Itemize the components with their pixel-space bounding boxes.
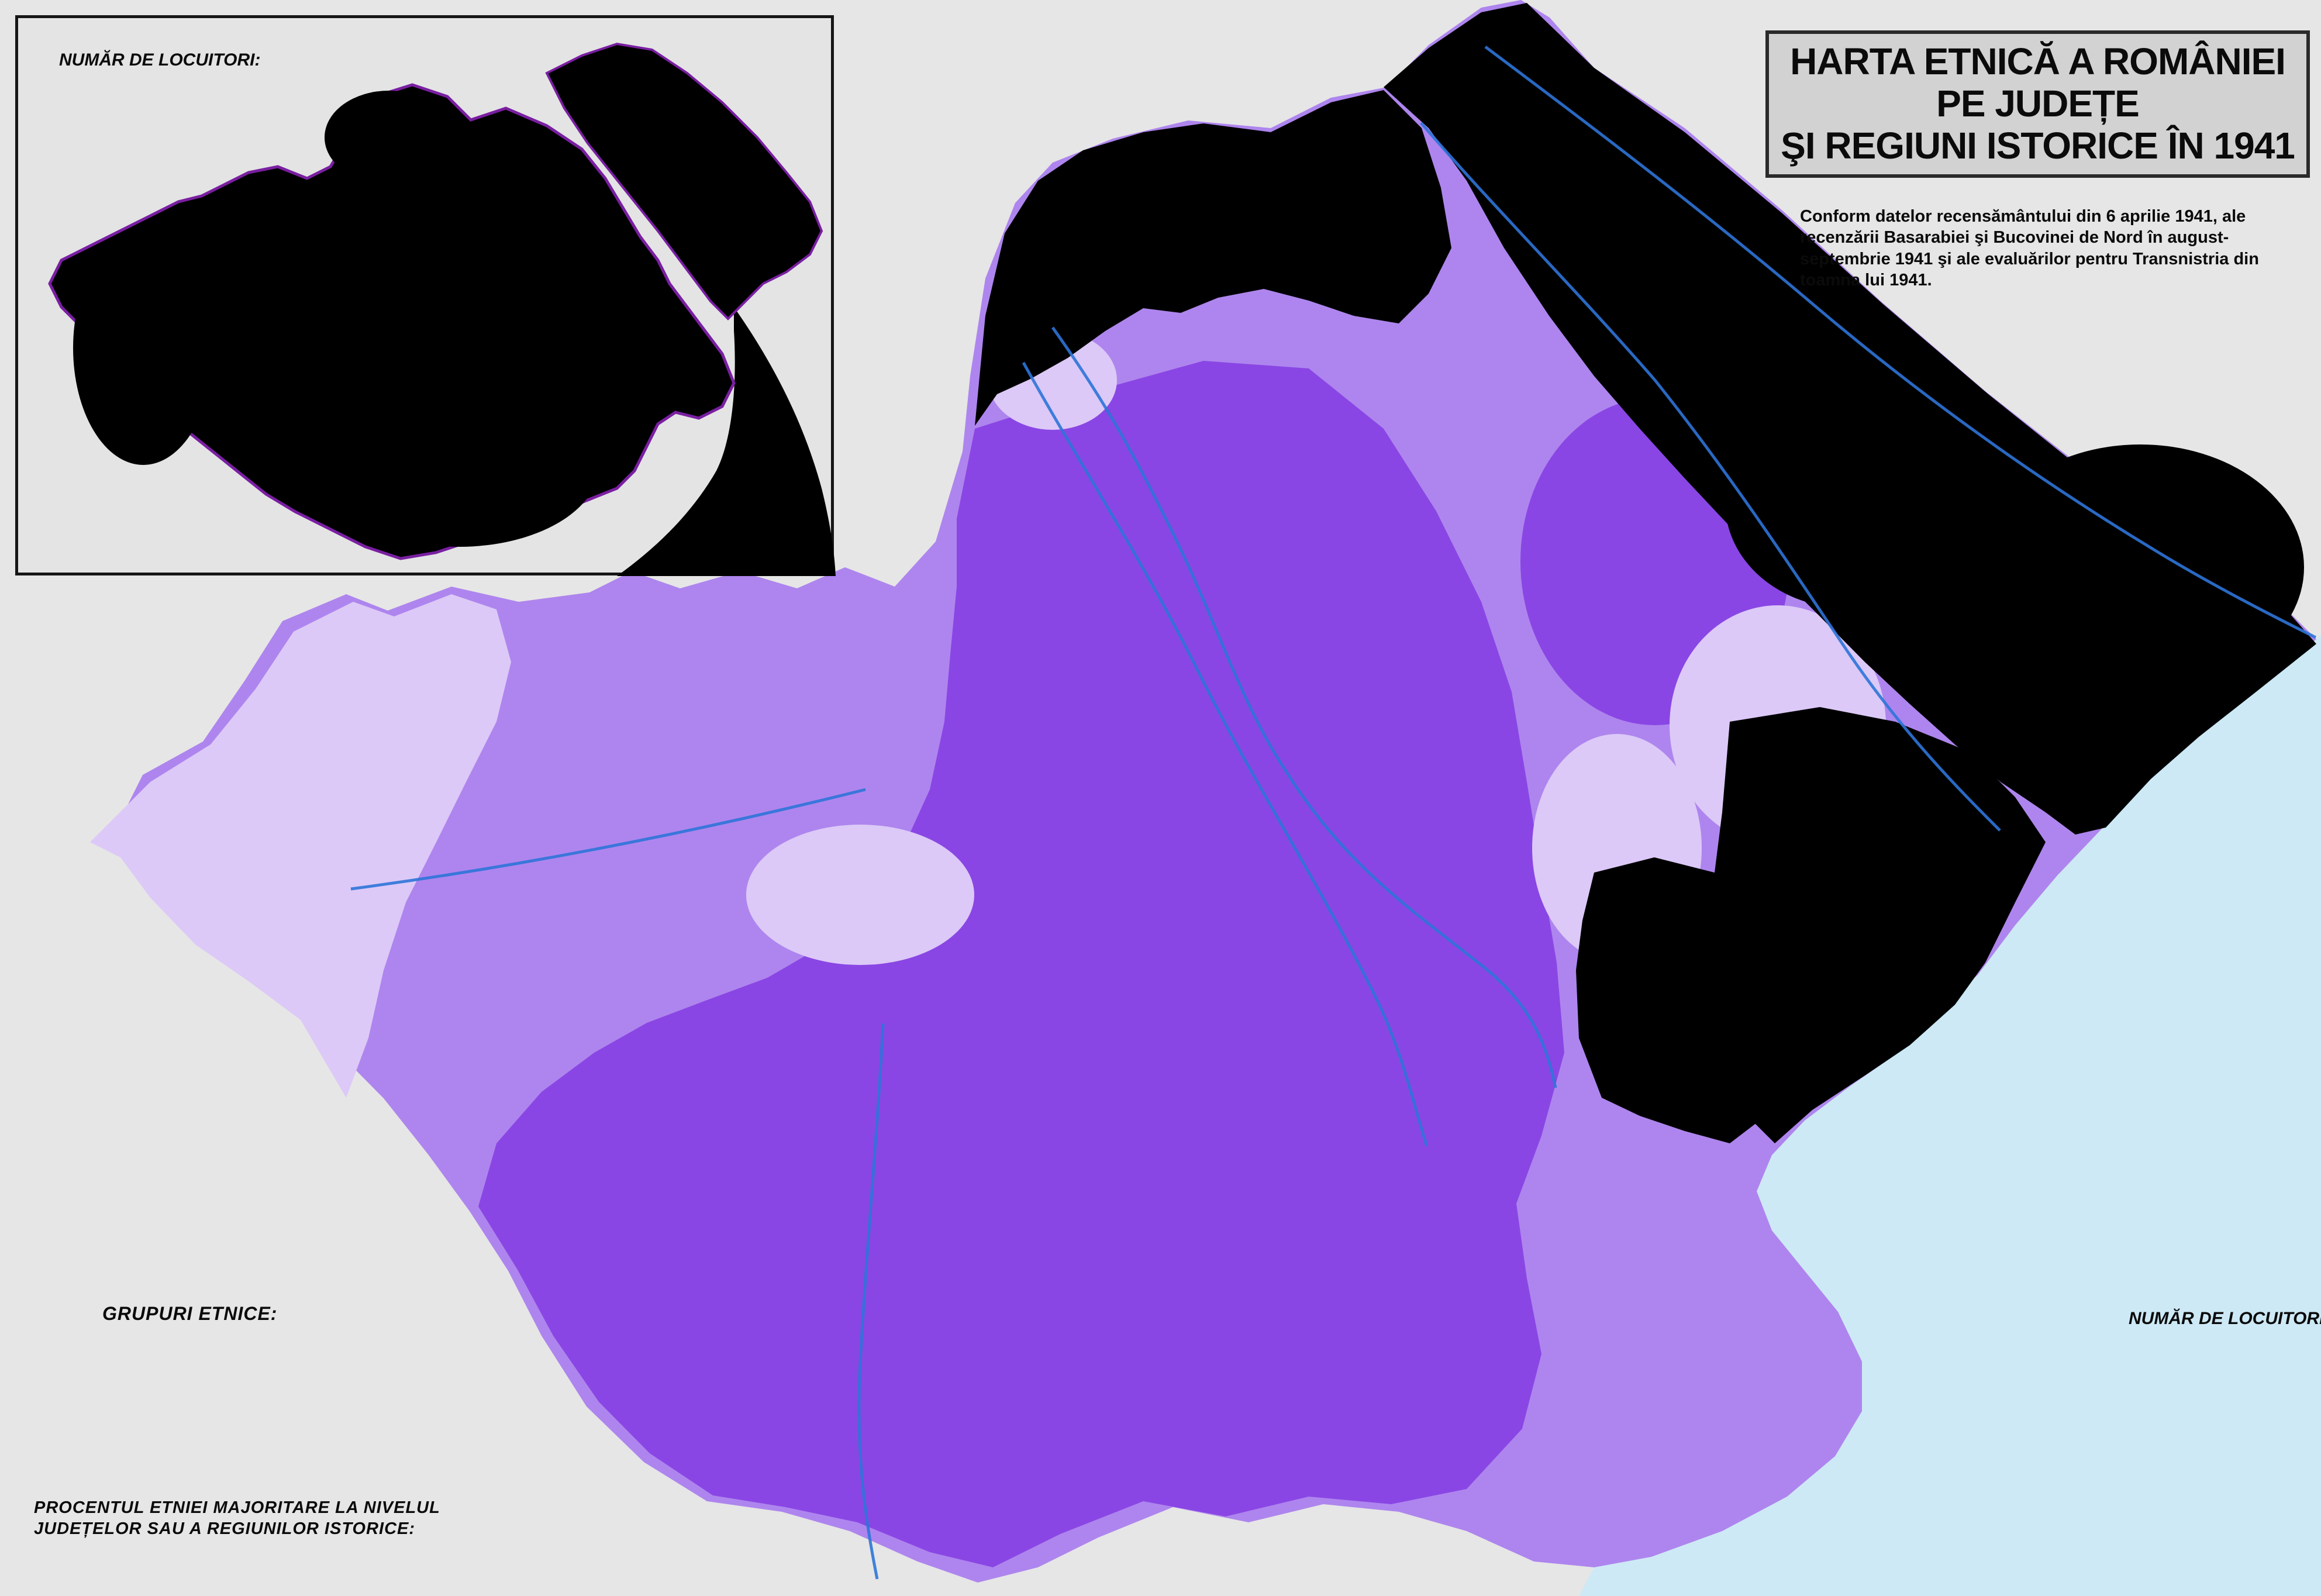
river-mures [350, 788, 866, 891]
west-strip-lt50 [90, 594, 511, 1098]
bucovina-hotin-ua [975, 90, 1451, 426]
south-bessarabia-pale [1715, 707, 2046, 1143]
rivers [350, 46, 2317, 1580]
inset-transnistria [545, 42, 823, 320]
map-subtitle: Conform datelor recensământului din 6 ap… [1800, 207, 2259, 289]
berezovca-pale [1977, 444, 2304, 690]
majority-legend-title1: PROCENTUL ETNIEI MAJORITARE LA NIVELUL [34, 1498, 440, 1517]
romania-core-gt75 [478, 361, 1564, 1567]
map-pop-title: NUMĂR DE LOCUITORI: [2129, 1309, 2321, 1328]
river-bug [1484, 46, 2317, 639]
river-siret [1022, 361, 1429, 1147]
majority-legend-title2: JUDEȚELOR SAU A REGIUNILOR ISTORICE: [34, 1519, 416, 1538]
dubasari-pale [1725, 398, 1971, 608]
black-sea [1579, 635, 2321, 1596]
title-box: HARTA ETNICĂ A ROMÂNIEI PE JUDEȚE ŞI REG… [1765, 30, 2310, 178]
ismail-bulgari [1576, 857, 1760, 1143]
inset-sea [617, 307, 836, 576]
tarnava-mare-lt50 [746, 825, 974, 965]
inset-content-layer [18, 18, 837, 578]
inset-moldova-dark [430, 173, 594, 395]
inset-pop-title: NUMĂR DE LOCUITORI: [59, 50, 261, 70]
inset-regions-box: NUMĂR DE LOCUITORI: [15, 15, 837, 578]
river-dniester [1420, 122, 2001, 832]
map-title-line1: HARTA ETNICĂ A ROMÂNIEI PE JUDEȚE [1790, 40, 2286, 125]
inset-bucovina-green [325, 91, 453, 184]
map-title-line2: ŞI REGIUNI ISTORICE ÎN 1941 [1781, 124, 2295, 167]
ethnic-legend-title: GRUPURI ETNICE: [102, 1303, 278, 1324]
inset-muntenia-dark [319, 383, 599, 547]
river-olt [857, 1023, 885, 1580]
inset-west-light [73, 231, 213, 465]
river-prut [1051, 326, 1557, 1088]
inset-map-svg [48, 42, 836, 576]
